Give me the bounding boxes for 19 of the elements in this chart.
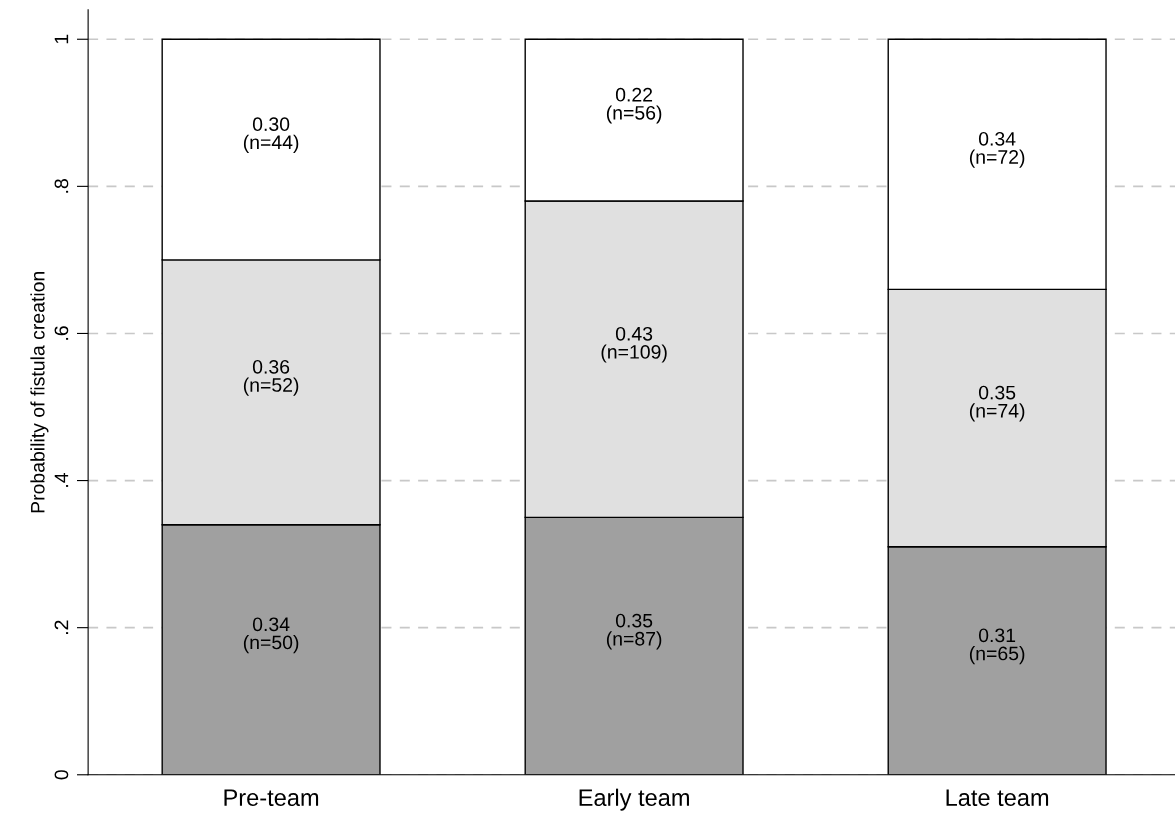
y-tick-label: .8: [54, 179, 69, 193]
data-label: 0.34 (n=50): [243, 617, 299, 654]
data-label: 0.35 (n=74): [969, 385, 1025, 422]
y-tick-label: .2: [54, 620, 69, 634]
y-tick-label: 0: [54, 770, 69, 780]
data-label: 0.34 (n=72): [969, 131, 1025, 168]
data-label: 0.43 (n=109): [601, 326, 667, 363]
y-tick-label: .6: [54, 326, 69, 340]
data-label: 0.22 (n=56): [606, 87, 662, 124]
data-label: 0.30 (n=44): [243, 117, 299, 153]
x-tick-label: Early team: [579, 788, 689, 811]
x-tick-label: Late team: [946, 789, 1049, 807]
y-tick-label: .4: [54, 473, 69, 487]
data-label: 0.35 (n=87): [606, 613, 662, 650]
data-label: 0.36 (n=52): [243, 359, 299, 396]
y-tick-label: 1: [54, 34, 69, 44]
data-label: 0.31 (n=65): [969, 628, 1025, 665]
x-tick-label: Pre-team: [224, 789, 319, 807]
y-axis-title: Probability of fistula creation: [30, 271, 49, 513]
